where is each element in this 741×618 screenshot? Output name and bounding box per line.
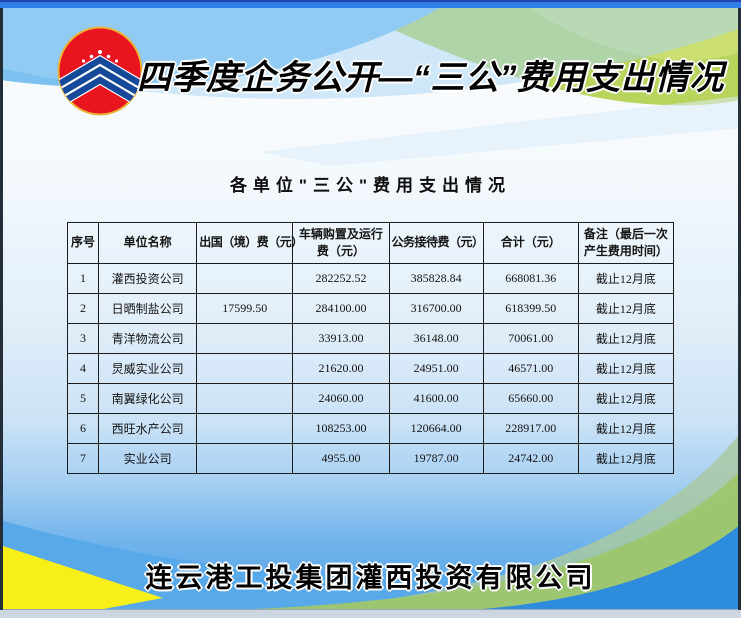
table-cell: 3 [66, 323, 100, 354]
bottom-border-line [0, 609, 741, 610]
table-cell: 70061.00 [482, 323, 579, 354]
table-cell: 1 [66, 263, 100, 294]
page-title: 四季度企务公开—“三公”费用支出情况 [137, 59, 724, 97]
header-row: 序号 单位名称 出国（境）费（元） 车辆购置及运行费（元） 公务接待费（元） 合计（元）备… [66, 222, 675, 264]
table-cell: 截止12月底 [577, 353, 675, 384]
table-cell: 截止12月底 [577, 293, 675, 324]
table-caption: 各单位"三公"费用支出情况 [229, 176, 512, 195]
table-cell: 截止12月底 [577, 443, 675, 474]
table-cell [196, 353, 294, 384]
table-cell: 日晒制盐公司 [98, 293, 198, 324]
table-body: 1 灌西投资公司 282252.52 385828.84 668081.36 截止12月底… [66, 263, 675, 474]
table-cell: 228917.00 [482, 413, 579, 444]
table-row: 1 灌西投资公司 282252.52 385828.84 668081.36 截止12月底 [66, 263, 675, 294]
header-pale-streak [260, 96, 741, 166]
table-cell: 282252.52 [292, 263, 390, 294]
header-blue-band [0, 8, 741, 99]
table-cell: 7 [66, 443, 100, 474]
column-header: 备注（最后一次产生费用时间） [577, 222, 675, 264]
top-blue-strip [0, 2, 741, 8]
table-cell: 24951.00 [388, 353, 484, 384]
table-cell: 截止12月底 [577, 383, 675, 414]
table-cell: 炅威实业公司 [98, 353, 198, 384]
table-cell: 120664.00 [388, 413, 484, 444]
table-cell: 西旺水产公司 [98, 413, 198, 444]
table-cell: 46571.00 [482, 353, 579, 384]
table-cell [196, 383, 294, 414]
table-cell: 截止12月底 [577, 263, 675, 294]
company-logo-icon [57, 26, 143, 116]
table-cell: 618399.50 [482, 293, 579, 324]
column-header: 单位名称 [98, 222, 198, 264]
table-cell: 南翼绿化公司 [98, 383, 198, 414]
table-cell: 5 [66, 383, 100, 414]
table-cell: 2 [66, 293, 100, 324]
bottom-deep-blue-corner [450, 524, 741, 611]
table-cell: 24060.00 [292, 383, 390, 414]
table-cell [196, 323, 294, 354]
table-cell: 668081.36 [482, 263, 579, 294]
table-header: 序号 单位名称 出国（境）费（元） 车辆购置及运行费（元） 公务接待费（元） 合计（元）备… [66, 222, 675, 264]
table-row: 5 南翼绿化公司 24060.00 41600.00 65660.00 截止12月底 [66, 383, 675, 414]
top-border-line [0, 0, 741, 2]
table-cell: 21620.00 [292, 353, 390, 384]
table-cell: 108253.00 [292, 413, 390, 444]
column-header: 出国（境）费（元） [196, 222, 303, 264]
table-cell: 4 [66, 353, 100, 384]
table-cell: 284100.00 [292, 293, 390, 324]
table-row: 3 青洋物流公司 33913.00 36148.00 70061.00 截止12月底 [66, 323, 675, 354]
table-cell: 24742.00 [482, 443, 579, 474]
bottom-yellow-triangle [0, 545, 163, 610]
table-row: 6 西旺水产公司 108253.00 120664.00 228917.00 截止12月底 [66, 413, 675, 444]
table-cell: 6 [66, 413, 100, 444]
table-cell: 青洋物流公司 [98, 323, 198, 354]
table-cell: 实业公司 [98, 443, 198, 474]
table-row: 7 实业公司 4955.00 19787.00 24742.00 截止12月底 [66, 443, 675, 474]
table-cell: 截止12月底 [577, 323, 675, 354]
table-cell: 316700.00 [388, 293, 484, 324]
table-cell [196, 443, 294, 474]
column-header: 合计（元） [482, 222, 579, 264]
table-cell: 17599.50 [196, 293, 294, 324]
table-cell: 65660.00 [482, 383, 579, 414]
table-row: 4 炅威实业公司 21620.00 24951.00 46571.00 截止12月底 [66, 353, 675, 384]
left-border [0, 8, 3, 610]
table-cell: 19787.00 [388, 443, 484, 474]
bottom-green-wave [230, 470, 741, 610]
table-row: 2 日晒制盐公司 17599.50 284100.00 316700.00 618399.… [66, 293, 675, 324]
table-cell: 385828.84 [388, 263, 484, 294]
expense-table: 序号 单位名称 出国（境）费（元） 车辆购置及运行费（元） 公务接待费（元） 合计（元）备… [66, 222, 675, 474]
company-name-footer: 连云港工投集团灌西投资有限公司 [145, 563, 596, 593]
right-border [738, 8, 741, 610]
table-cell: 灌西投资公司 [98, 263, 198, 294]
column-header: 车辆购置及运行费（元） [292, 222, 390, 264]
bottom-grey-strip [0, 610, 741, 618]
table-cell [196, 413, 294, 444]
table-cell [196, 263, 294, 294]
table-cell: 41600.00 [388, 383, 484, 414]
table-cell: 截止12月底 [577, 413, 675, 444]
column-header: 序号 [66, 222, 100, 264]
table-cell: 4955.00 [292, 443, 390, 474]
column-header: 公务接待费（元） [388, 222, 484, 264]
table-cell: 36148.00 [388, 323, 484, 354]
table-cell: 33913.00 [292, 323, 390, 354]
